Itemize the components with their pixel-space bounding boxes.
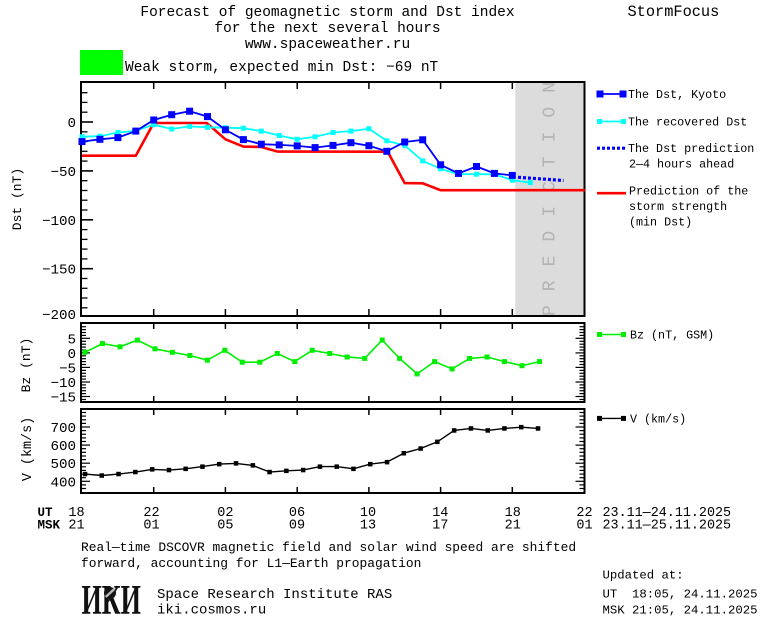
svg-text:05: 05: [217, 519, 233, 534]
svg-text:400: 400: [50, 475, 76, 491]
svg-text:2—4 hours ahead: 2—4 hours ahead: [629, 158, 734, 172]
svg-text:02: 02: [217, 506, 233, 521]
svg-text:500: 500: [50, 457, 76, 473]
svg-text:14: 14: [432, 506, 448, 521]
svg-text:13: 13: [360, 519, 376, 534]
svg-text:Weak storm, expected min Dst:: Weak storm, expected min Dst: −69 nT: [125, 60, 439, 76]
svg-text:17: 17: [432, 519, 448, 534]
svg-text:The recovered Dst: The recovered Dst: [628, 116, 747, 130]
svg-text:Updated at:: Updated at:: [603, 569, 684, 583]
svg-text:−150: −150: [42, 263, 76, 279]
svg-text:600: 600: [50, 439, 76, 455]
svg-text:Space Research Institute RAS: Space Research Institute RAS: [157, 587, 392, 603]
svg-text:V (km/s): V (km/s): [630, 412, 686, 426]
svg-text:Prediction of the: Prediction of the: [629, 185, 748, 199]
svg-text:−10: −10: [50, 376, 76, 392]
svg-text:MSK 21:05, 24.11.2025: MSK 21:05, 24.11.2025: [603, 604, 758, 618]
svg-text:www.spaceweather.ru: www.spaceweather.ru: [245, 37, 410, 53]
svg-text:700: 700: [50, 421, 76, 437]
svg-text:22: 22: [143, 506, 159, 521]
svg-text:0: 0: [67, 116, 76, 132]
svg-text:Dst (nT): Dst (nT): [10, 168, 25, 230]
svg-text:06: 06: [289, 506, 305, 521]
svg-text:−200: −200: [42, 308, 76, 324]
svg-text:10: 10: [360, 506, 376, 521]
svg-text:21: 21: [505, 519, 521, 534]
svg-text:(min Dst): (min Dst): [629, 216, 692, 230]
svg-text:Forecast of geomagnetic storm: Forecast of geomagnetic storm and Dst in…: [140, 5, 514, 21]
svg-text:storm strength: storm strength: [629, 200, 727, 214]
svg-text:01: 01: [576, 519, 592, 534]
svg-text:UT 18:05, 24.11.2025: UT 18:05, 24.11.2025: [603, 588, 758, 602]
svg-text:The Dst prediction: The Dst prediction: [628, 142, 754, 156]
svg-text:09: 09: [289, 519, 305, 534]
svg-text:UT: UT: [38, 506, 54, 520]
svg-text:18: 18: [68, 506, 84, 521]
svg-text:The Dst, Kyoto: The Dst, Kyoto: [628, 88, 726, 102]
svg-text:0: 0: [67, 347, 76, 363]
svg-text:Bz (nT): Bz (nT): [19, 338, 34, 393]
svg-text:21: 21: [68, 519, 84, 534]
svg-text:−15: −15: [50, 391, 76, 407]
svg-text:forward, accounting for L1—Ear: forward, accounting for L1—Earth propaga…: [81, 556, 421, 571]
svg-text:Bz (nT, GSM): Bz (nT, GSM): [630, 329, 714, 343]
svg-text:23.11—24.11.2025: 23.11—24.11.2025: [603, 506, 732, 521]
svg-text:23.11—25.11.2025: 23.11—25.11.2025: [603, 519, 732, 534]
svg-text:Real—time DSCOVR magnetic fiel: Real—time DSCOVR magnetic field and sola…: [81, 540, 576, 555]
svg-text:−100: −100: [42, 214, 76, 230]
svg-text:iki.cosmos.ru: iki.cosmos.ru: [157, 603, 266, 619]
svg-text:01: 01: [143, 519, 159, 534]
svg-text:18: 18: [505, 506, 521, 521]
svg-text:V (km/s): V (km/s): [21, 417, 36, 481]
svg-text:StormFocus: StormFocus: [628, 3, 720, 21]
svg-text:−50: −50: [50, 165, 76, 181]
svg-text:MSK: MSK: [38, 519, 61, 533]
svg-text:5: 5: [67, 332, 76, 348]
svg-text:for the next several hours: for the next several hours: [214, 21, 440, 37]
svg-text:22: 22: [576, 506, 592, 521]
svg-text:−5: −5: [59, 361, 76, 377]
svg-text:PREDICTION: PREDICTION: [541, 68, 561, 316]
